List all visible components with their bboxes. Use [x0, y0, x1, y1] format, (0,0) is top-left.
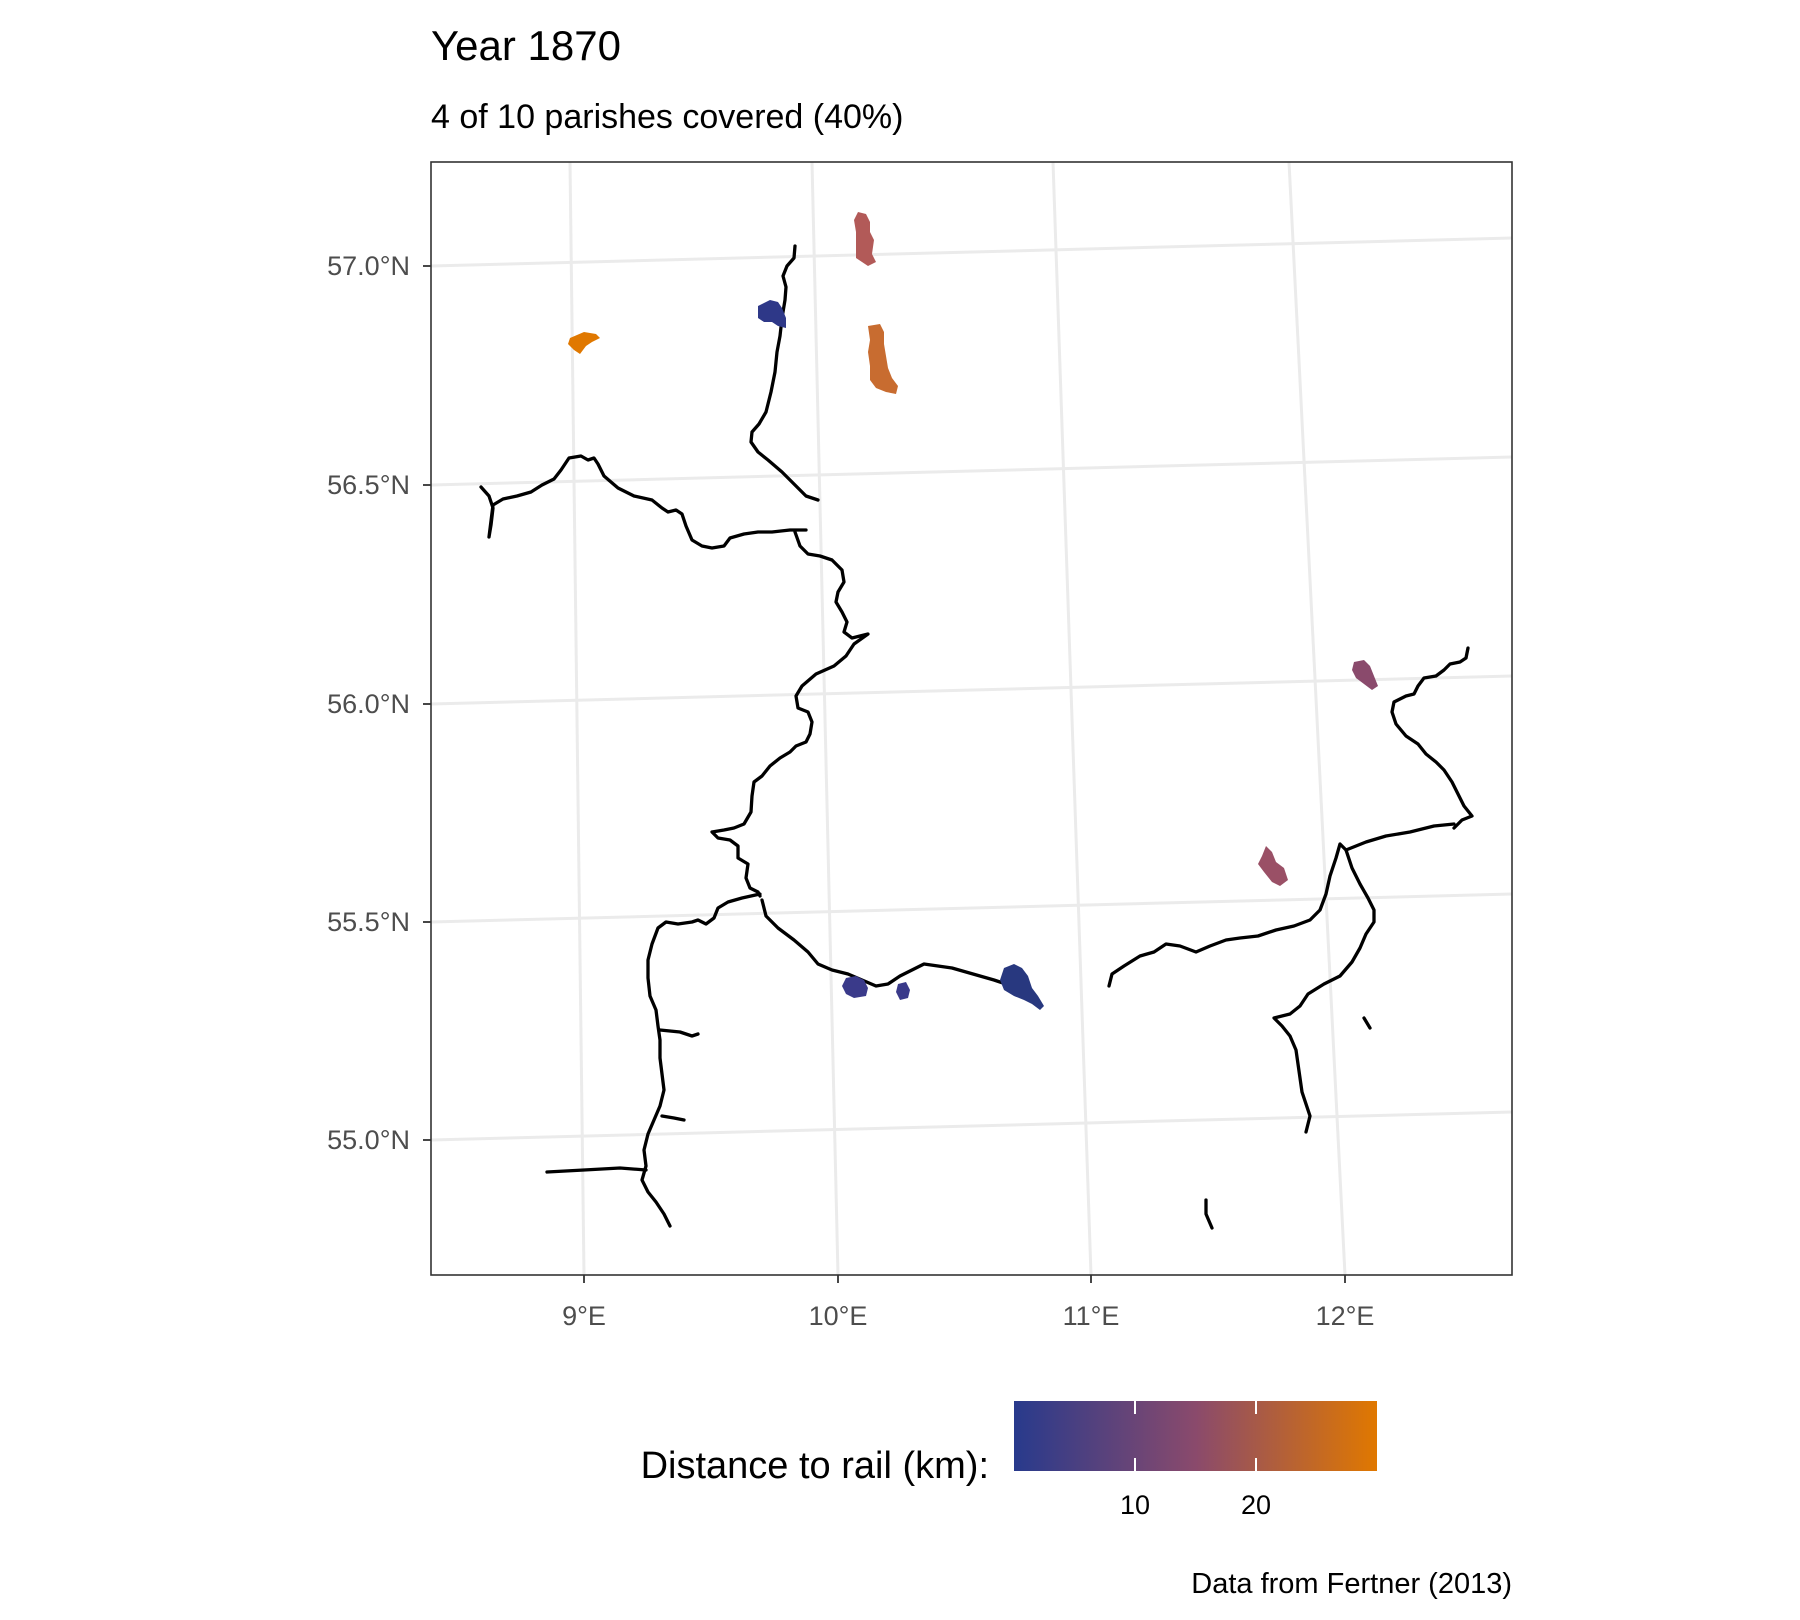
legend-title: Distance to rail (km):	[641, 1445, 989, 1487]
parish-9	[1258, 846, 1288, 886]
legend-tick-label-20: 20	[1241, 1490, 1271, 1520]
gridline-lat-57	[431, 236, 1512, 268]
plot-border	[430, 161, 1513, 1276]
x-tick-label-9: 9°E	[562, 1301, 606, 1331]
x-tick-label-12: 12°E	[1316, 1301, 1375, 1331]
gridline-lon-10	[810, 162, 840, 1275]
parish-5	[842, 976, 868, 998]
x-tick-label-11: 11°E	[1063, 1301, 1120, 1331]
railway-line-copenhagen-elsinore	[1390, 646, 1474, 830]
y-tick-label-56-5: 56.5°N	[327, 470, 410, 500]
parishes	[568, 212, 1378, 1010]
railway-branch-2	[660, 1114, 686, 1122]
parish-4	[868, 324, 898, 394]
gridline-lat-55	[431, 1110, 1512, 1142]
chart-subtitle: 4 of 10 parishes covered (40%)	[431, 98, 903, 136]
railway-segment-1	[1362, 1016, 1372, 1030]
railway-line-funen	[760, 898, 1036, 1004]
x-axis: 9°E 10°E 11°E 12°E	[562, 1275, 1374, 1331]
railway-line-aarhus-struer	[479, 454, 808, 550]
parish-2	[758, 300, 786, 328]
gridline-lat-56	[431, 674, 1512, 706]
plot-panel	[431, 162, 1512, 1275]
parish-7	[1000, 964, 1044, 1010]
y-tick-label-55-5: 55.5°N	[327, 907, 410, 937]
railway-line-fredericia-flensburg	[640, 892, 762, 1228]
y-tick-label-56: 56.0°N	[327, 689, 410, 719]
railway-line-zealand-west	[1107, 822, 1456, 988]
gridline-lon-12	[1287, 162, 1347, 1275]
gridline-lon-11	[1051, 162, 1093, 1275]
caption: Data from Fertner (2013)	[1191, 1568, 1512, 1600]
y-axis: 57.0°N 56.5°N 56.0°N 55.5°N 55.0°N	[327, 251, 431, 1155]
railway-branch-1	[658, 1028, 700, 1038]
railway-line-fredericia-aarhus	[710, 530, 870, 898]
railway-segment-2	[1204, 1198, 1214, 1230]
railway-line-roskilde-naestved	[1272, 848, 1376, 1134]
parish-8	[1352, 660, 1378, 690]
railway-branch-flensburg	[545, 1166, 648, 1174]
parish-1	[568, 332, 600, 354]
y-tick-label-57: 57.0°N	[327, 251, 410, 281]
railway-line-north-jutland	[749, 244, 820, 502]
parish-6	[896, 982, 910, 1000]
y-tick-label-55: 55.0°N	[327, 1125, 410, 1155]
legend-tick-label-10: 10	[1120, 1490, 1150, 1520]
legend-colorbar	[1014, 1401, 1377, 1471]
x-tick-label-10: 10°E	[809, 1301, 868, 1331]
parish-3	[854, 212, 876, 266]
legend: Distance to rail (km): 10 20	[641, 1401, 1377, 1520]
railway-network	[479, 244, 1474, 1230]
chart-title: Year 1870	[431, 22, 621, 69]
gridline-lat-55-5	[431, 892, 1512, 924]
